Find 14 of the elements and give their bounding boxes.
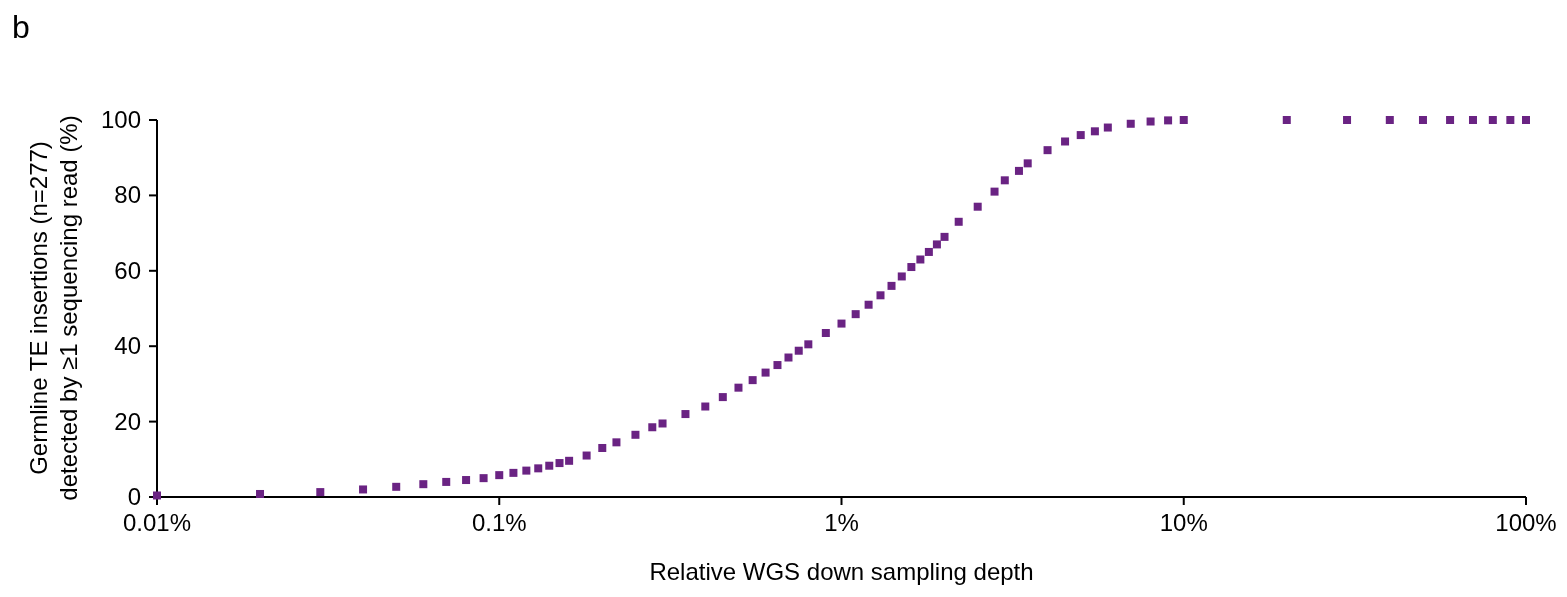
x-axis-title: Relative WGS down sampling depth bbox=[649, 558, 1034, 585]
x-tick-label: 0.1% bbox=[471, 509, 527, 536]
y-tick-label: 100 bbox=[100, 106, 141, 133]
x-tick-label: 1% bbox=[824, 509, 859, 536]
y-tick-label: 80 bbox=[114, 181, 141, 209]
x-tick-label: 100% bbox=[1495, 509, 1557, 536]
x-tick-label: 10% bbox=[1159, 509, 1208, 536]
y-tick-label: 40 bbox=[114, 332, 141, 360]
text: b bbox=[12, 9, 30, 45]
y-tick-label: 0 bbox=[127, 483, 141, 510]
x-tick-label: 0.01% bbox=[122, 509, 192, 536]
y-axis-title: Germline TE insertions (n=277) detected by ≥1 sequencing read (%) bbox=[25, 115, 82, 501]
y-tick-label: 60 bbox=[114, 256, 141, 284]
y-tick-label: 20 bbox=[114, 407, 141, 435]
